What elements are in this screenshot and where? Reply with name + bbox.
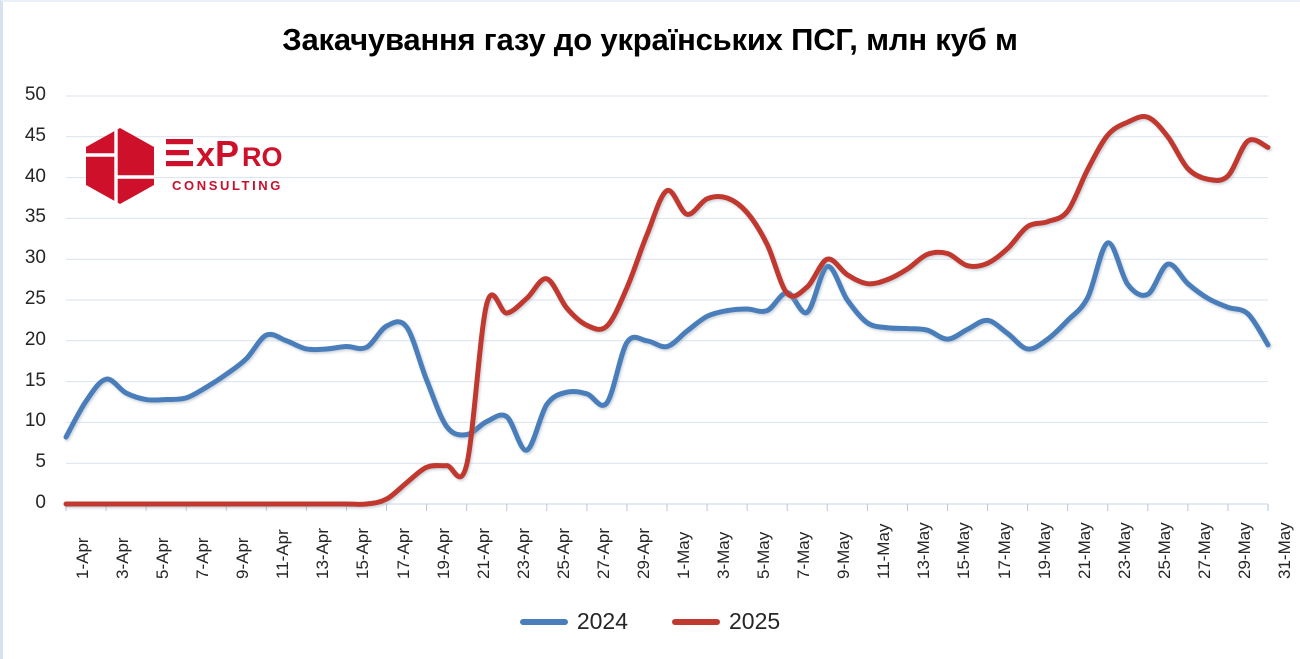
series-line-2024 [63,240,1271,453]
x-axis-tick-label: 13-May [914,522,934,579]
chart-legend: 2024 2025 [0,608,1300,635]
y-axis-tick-label: 10 [24,410,46,432]
x-axis-tick-label: 3-Apr [113,537,133,579]
x-axis-tick-label: 5-Apr [153,537,173,579]
x-axis-tick-label: 17-Apr [393,527,413,579]
x-axis-tick-label: 27-Apr [593,527,613,579]
chart-title: Закачування газу до українських ПСГ, млн… [282,22,1018,57]
y-axis-tick-label: 45 [24,124,46,146]
legend-item-2025[interactable]: 2025 [672,608,780,635]
x-axis-tick-label: 11-May [874,523,894,579]
svg-text:x: x [196,136,215,174]
x-axis-tick-label: 9-Apr [233,537,253,579]
x-axis-tick-label: 23-Apr [513,527,533,579]
x-axis-tick-label: 1-Apr [73,537,92,579]
series-lines [63,114,1271,507]
legend-label: 2024 [576,608,628,634]
x-axis-tick-label: 15-Apr [353,527,373,579]
legend-swatch-2025 [672,618,720,625]
y-axis-tick-label: 20 [24,328,46,350]
x-axis-tick-label: 11-Apr [273,529,293,579]
svg-text:P: P [215,133,239,174]
y-axis-tick-label: 40 [24,165,46,187]
svg-text:RO: RO [242,142,283,172]
y-axis-tick-label: 0 [35,492,46,513]
x-axis-tick-label: 27-May [1194,522,1214,579]
x-axis-tick-label: 21-Apr [473,527,493,579]
y-axis-tick-label: 50 [24,84,46,105]
x-axis-tick-label: 19-Apr [433,527,453,579]
x-axis-tick-label: 31-May [1275,522,1294,579]
x-axis-tick-label: 25-Apr [553,527,573,579]
x-axis-tick-label: 7-May [794,531,814,579]
x-axis-tick-label: 23-May [1114,522,1134,579]
x-axis-tick-label: 19-May [1034,522,1054,579]
y-axis-tick-label: 35 [24,206,46,228]
y-axis-tick-label: 30 [24,247,46,269]
expro-hexagon-icon [86,128,154,204]
x-axis-tick-label: 25-May [1154,522,1174,579]
x-axis-tick-label: 9-May [834,531,854,579]
x-axis-tick-label: 3-May [714,531,734,579]
expro-wordmark-icon: x P RO [166,133,283,174]
y-axis-tick-label: 25 [24,288,46,309]
legend-item-2024[interactable]: 2024 [519,608,628,635]
y-axis-tick-label: 15 [24,369,46,391]
x-axis-ticks [65,504,1269,511]
x-axis-tick-label: 17-May [994,522,1014,579]
y-axis-tick-label: 5 [35,451,46,473]
x-axis-tick-label: 7-Apr [193,537,213,579]
x-axis-tick-label: 15-May [954,522,974,579]
x-axis-tick-label: 5-May [754,531,774,579]
x-axis-tick-label: 21-May [1074,522,1094,579]
x-axis-tick-label: 29-May [1234,522,1254,579]
expro-logo-subtitle: CONSULTING [172,178,283,193]
series-line-2025 [63,114,1271,507]
legend-label: 2025 [729,608,781,634]
x-axis-tick-label: 13-Apr [313,527,333,579]
x-axis-tick-label: 29-Apr [633,527,653,579]
x-axis-tick-label: 1-May [674,531,693,579]
legend-swatch-2024 [519,618,568,625]
expro-logo: x P RO CONSULTING [86,128,306,206]
